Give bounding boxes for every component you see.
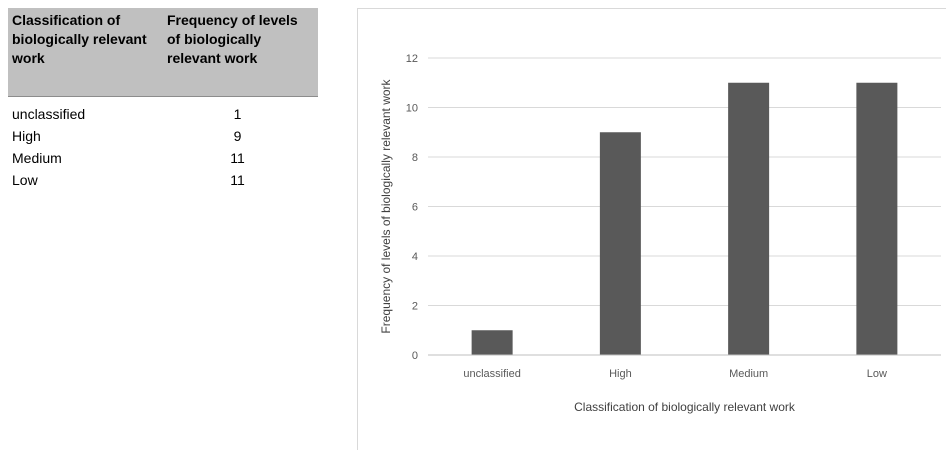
tick-labels: 0 2 4 6 8 10 12 unclassified High Medium Low [406, 53, 887, 380]
header-frequency: Frequency of levels of biologically rele… [167, 12, 298, 66]
row-label: Low [12, 172, 38, 188]
header-classification: Classification of biologically relevant … [12, 12, 147, 66]
table-header: Classification of biologically relevant … [8, 8, 318, 97]
x-axis-title: Classification of biologically relevant … [574, 400, 796, 414]
row-label: unclassified [12, 106, 86, 122]
bar-high [599, 132, 641, 355]
row-value: 1 [233, 106, 242, 122]
x-tick-label: unclassified [463, 368, 520, 380]
row-value: 9 [233, 128, 242, 144]
x-tick-label: High [609, 368, 632, 380]
y-tick-label: 10 [406, 103, 418, 115]
y-tick-label: 8 [412, 152, 418, 164]
table-row: Medium 11 [8, 147, 318, 169]
y-tick-label: 12 [406, 53, 418, 65]
x-tick-label: Medium [729, 368, 768, 380]
y-tick-label: 6 [412, 202, 418, 214]
bars [471, 82, 898, 355]
x-tick-label: Low [867, 368, 887, 380]
y-axis-title: Frequency of levels of biologically rele… [379, 78, 393, 333]
table-row: Low 11 [8, 169, 318, 191]
y-tick-label: 0 [412, 350, 418, 362]
gridlines [428, 57, 941, 306]
chart-panel: 0 2 4 6 8 10 12 unclassified High Medium Low Class… [357, 8, 946, 450]
row-value: 11 [230, 150, 245, 166]
y-tick-label: 2 [412, 301, 418, 313]
bar-unclassified [471, 330, 513, 355]
bar-low [856, 82, 898, 355]
table-row: unclassified 1 [8, 103, 318, 125]
frequency-table: Classification of biologically relevant … [8, 8, 318, 191]
y-tick-label: 4 [412, 251, 418, 263]
bar-medium [728, 82, 770, 355]
table-row: High 9 [8, 125, 318, 147]
row-label: High [12, 128, 41, 144]
row-value: 11 [230, 172, 245, 188]
row-label: Medium [12, 150, 62, 166]
bar-chart: 0 2 4 6 8 10 12 unclassified High Medium Low Class… [379, 53, 941, 414]
